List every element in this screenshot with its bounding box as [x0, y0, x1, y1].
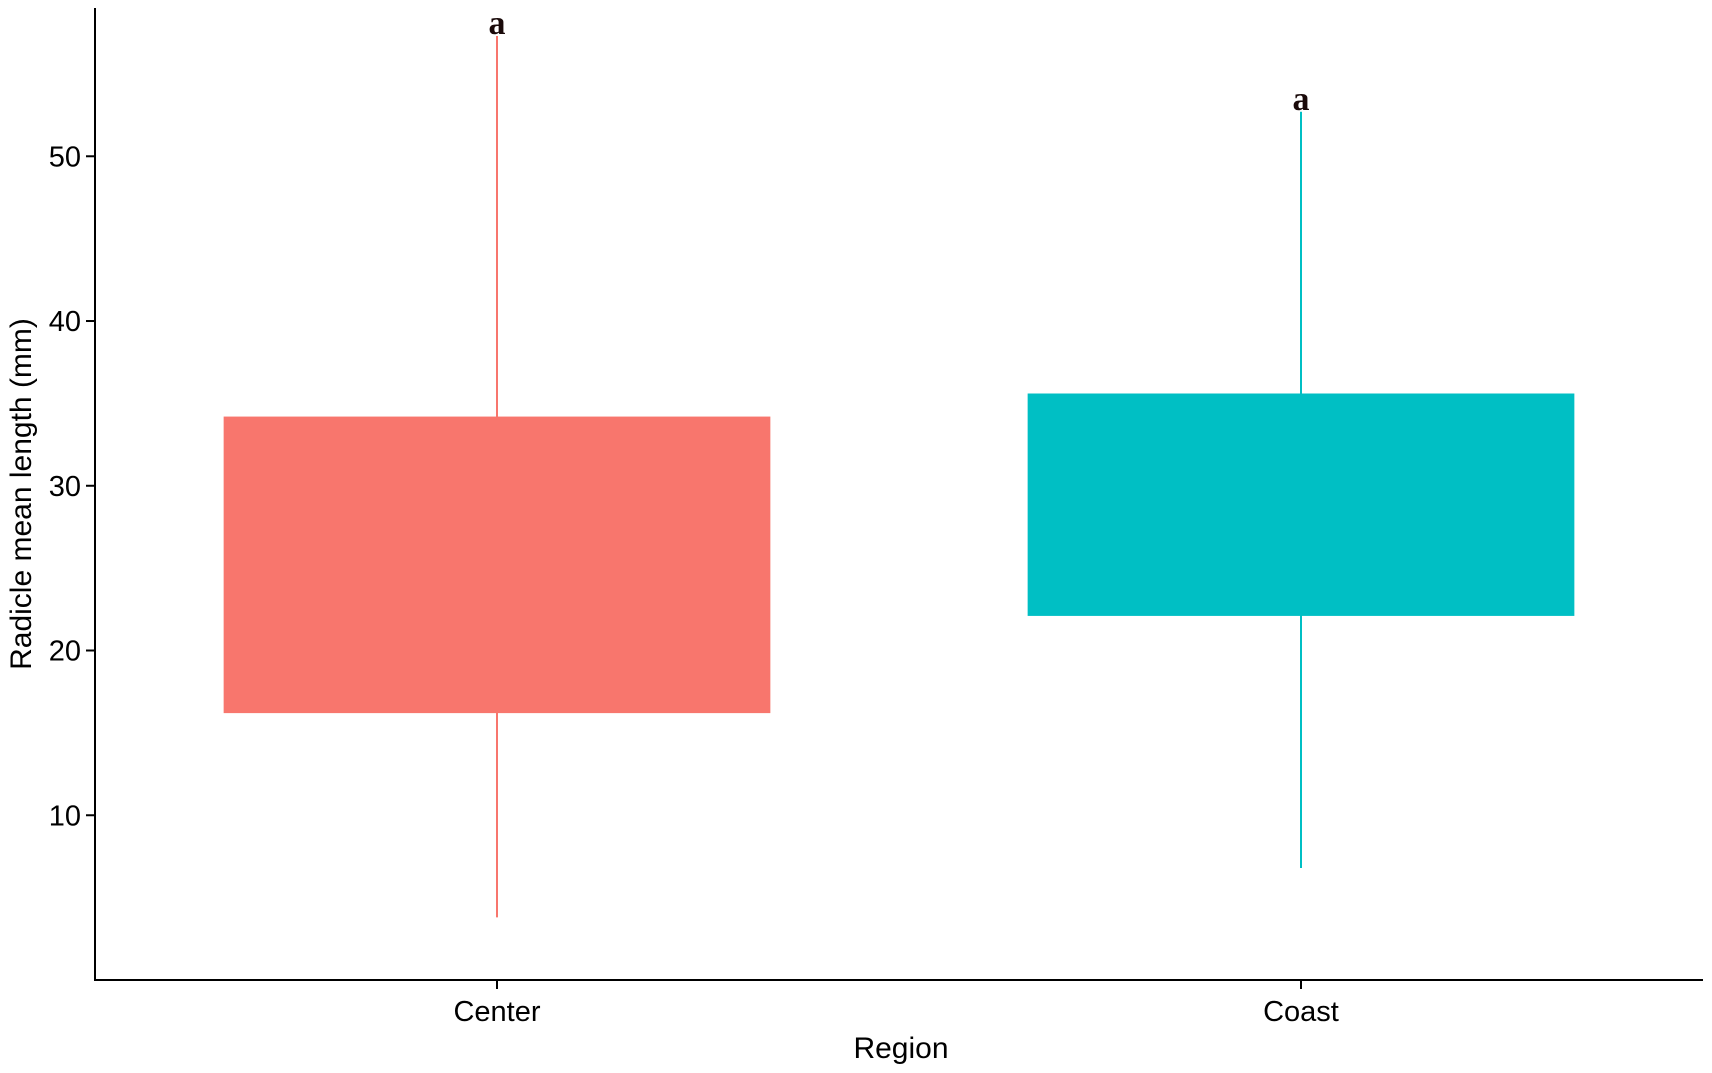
x-axis-title: Region	[853, 1032, 948, 1065]
y-tick-label-50: 50	[49, 141, 81, 173]
y-tick-label-30: 30	[49, 471, 81, 503]
box-center	[223, 416, 771, 714]
y-axis-title: Radicle mean length (mm)	[5, 318, 38, 670]
group-label-coast: a	[1293, 81, 1310, 118]
x-axis-ticks: Center Coast	[453, 980, 1339, 1028]
y-tick-label-40: 40	[49, 306, 81, 338]
y-tick-label-20: 20	[49, 636, 81, 668]
y-axis-ticks: 10 20 30 40 50	[49, 141, 95, 832]
group-label-center: a	[489, 5, 506, 42]
y-tick-label-10: 10	[49, 800, 81, 832]
plot-area: aa	[223, 5, 1575, 918]
box-coast	[1027, 393, 1575, 616]
x-tick-label-center: Center	[453, 996, 540, 1028]
x-tick-label-coast: Coast	[1263, 996, 1339, 1028]
box-group-center: a	[223, 5, 771, 918]
box-group-coast: a	[1027, 81, 1575, 868]
